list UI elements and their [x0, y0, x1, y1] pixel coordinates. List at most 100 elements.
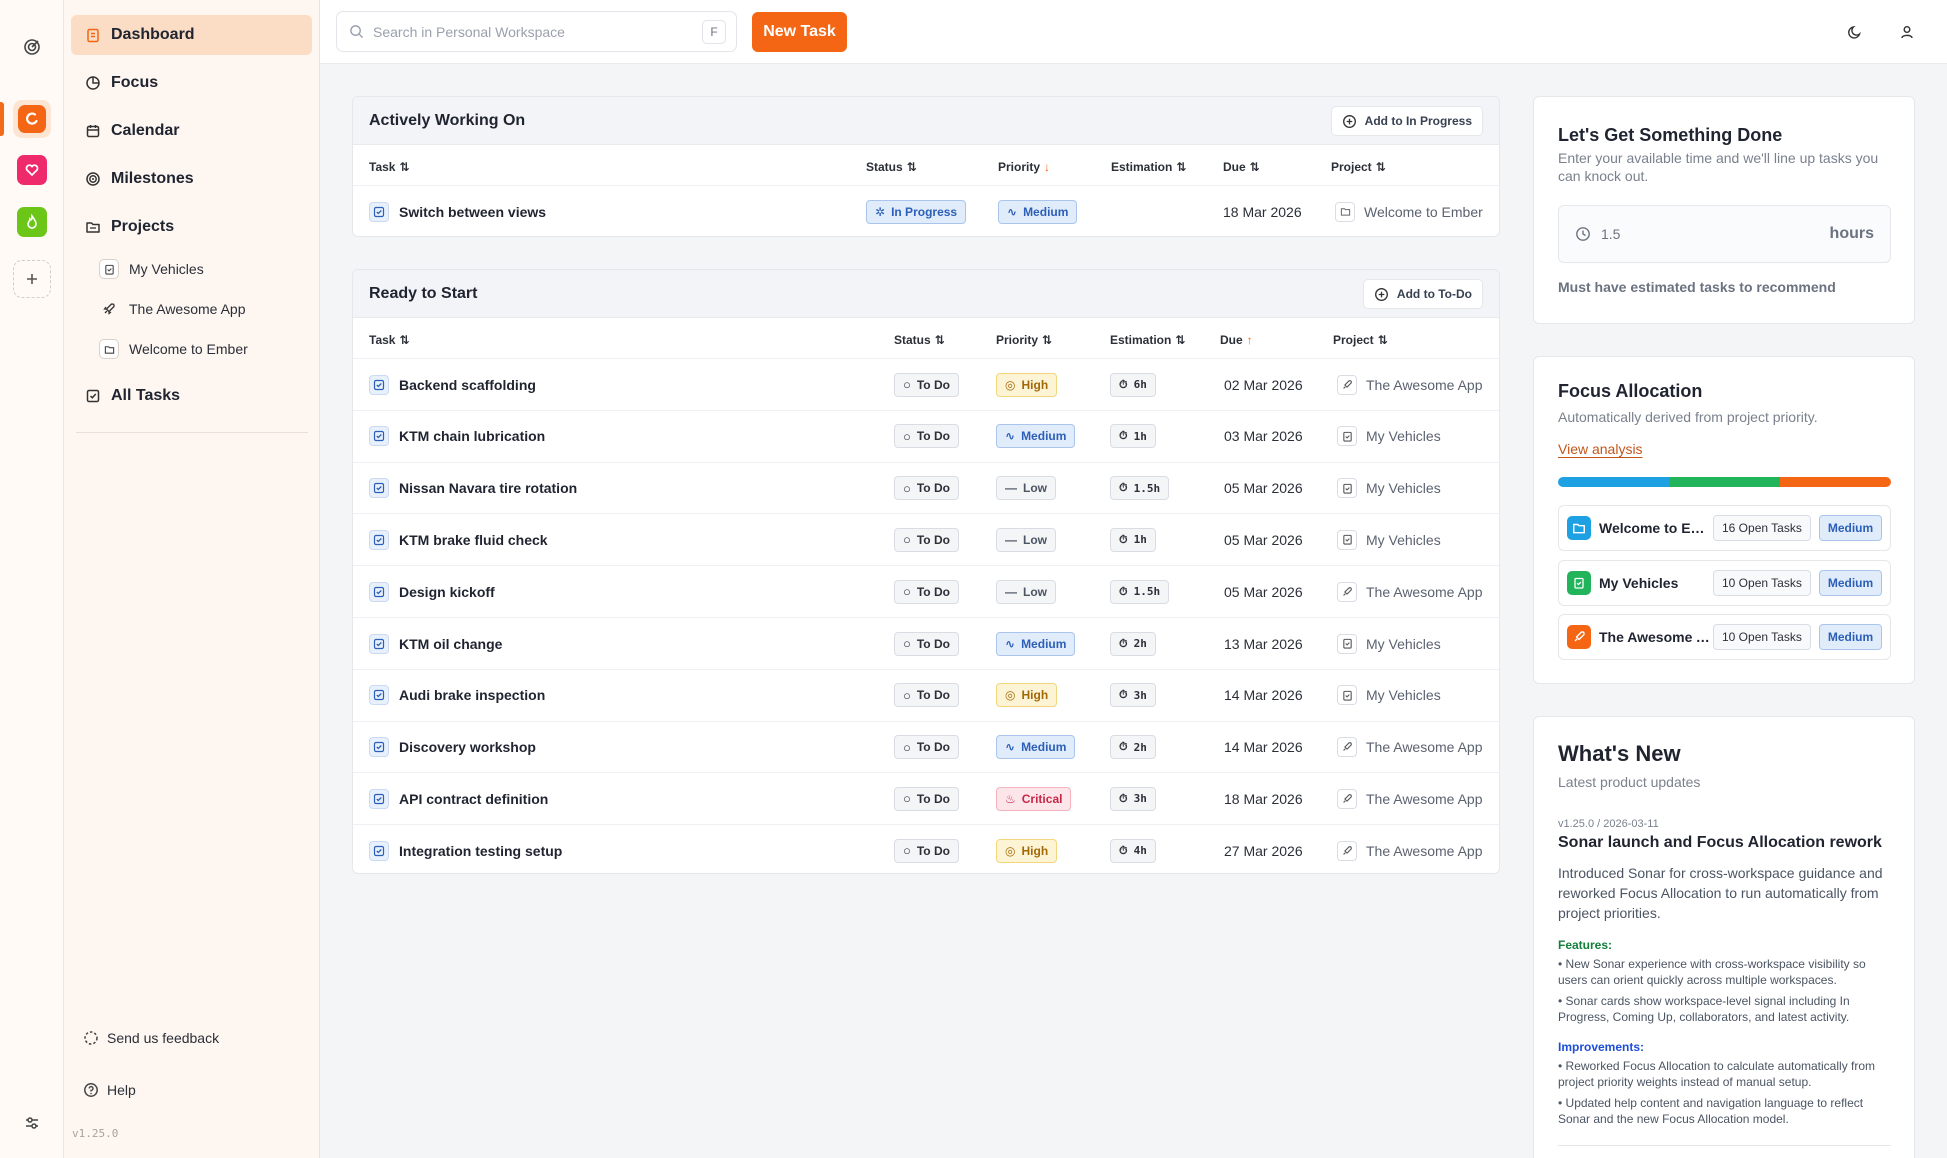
- task-name[interactable]: Switch between views: [399, 203, 547, 220]
- project-cell[interactable]: The Awesome App: [1337, 359, 1482, 410]
- due-date[interactable]: 05 Mar 2026: [1224, 531, 1303, 548]
- due-date[interactable]: 05 Mar 2026: [1224, 480, 1303, 497]
- estimation-badge[interactable]: ⏱ 1h: [1110, 527, 1156, 552]
- task-name[interactable]: KTM chain lubrication: [399, 428, 546, 445]
- search-input[interactable]: [373, 23, 693, 40]
- task-checkbox-icon[interactable]: [369, 478, 389, 499]
- column-estimation[interactable]: Estimation ⇅: [1110, 333, 1186, 347]
- due-date[interactable]: 14 Mar 2026: [1224, 687, 1303, 704]
- project-cell[interactable]: My Vehicles: [1337, 514, 1441, 565]
- help-link[interactable]: Help: [83, 1082, 136, 1098]
- project-cell[interactable]: My Vehicles: [1337, 670, 1441, 721]
- column-task[interactable]: Task ⇅: [369, 160, 410, 174]
- column-task[interactable]: Task ⇅: [369, 333, 410, 347]
- project-cell[interactable]: The Awesome App: [1337, 773, 1482, 824]
- task-checkbox-icon[interactable]: [369, 840, 389, 861]
- available-hours-input[interactable]: 1.5 hours: [1558, 205, 1891, 263]
- table-row[interactable]: Nissan Navara tire rotation ○ To Do — Low ⏱ 1.…: [353, 461, 1499, 514]
- settings-sliders-icon[interactable]: [13, 1104, 51, 1142]
- table-row[interactable]: Switch between views ✲ In Progress ∿ Mediu…: [353, 185, 1499, 236]
- priority-badge[interactable]: ◎ High: [996, 838, 1058, 863]
- table-row[interactable]: Backend scaffolding ○ To Do ◎ High ⏱ 6h 02 Mar …: [353, 358, 1499, 410]
- feedback-link[interactable]: Send us feedback: [83, 1030, 219, 1046]
- task-name[interactable]: Design kickoff: [399, 583, 495, 600]
- due-date[interactable]: 18 Mar 2026: [1223, 203, 1302, 220]
- estimation-badge[interactable]: ⏱ 2h: [1110, 735, 1156, 760]
- status-badge[interactable]: ○ To Do: [894, 631, 959, 656]
- status-badge[interactable]: ○ To Do: [894, 424, 959, 449]
- status-badge[interactable]: ○ To Do: [894, 786, 959, 811]
- table-row[interactable]: KTM oil change ○ To Do ∿ Medium ⏱ 2h 13 Mar 202…: [353, 617, 1499, 669]
- estimation-badge[interactable]: ⏱ 3h: [1110, 683, 1156, 708]
- estimation-badge[interactable]: ⏱ 6h: [1110, 372, 1156, 397]
- due-date[interactable]: 14 Mar 2026: [1224, 739, 1303, 756]
- workspace-orange-icon[interactable]: [13, 100, 51, 138]
- app-logo-icon[interactable]: [13, 28, 51, 66]
- project-cell[interactable]: The Awesome App: [1337, 566, 1482, 617]
- status-badge[interactable]: ✲ In Progress: [866, 199, 967, 224]
- task-checkbox-icon[interactable]: [369, 374, 389, 395]
- column-due[interactable]: Due ↑: [1220, 333, 1253, 347]
- add-to-todo-button[interactable]: Add to To-Do: [1362, 279, 1483, 309]
- task-checkbox-icon[interactable]: [369, 529, 389, 550]
- table-row[interactable]: KTM brake fluid check ○ To Do — Low ⏱ 1h 05 Mar…: [353, 513, 1499, 565]
- allocation-project-row[interactable]: The Awesome App 10 Open Tasks Medium: [1558, 614, 1891, 660]
- task-checkbox-icon[interactable]: [369, 685, 389, 706]
- sidebar-item-all-tasks[interactable]: All Tasks: [71, 376, 312, 416]
- new-task-button[interactable]: New Task: [752, 12, 847, 52]
- task-name[interactable]: API contract definition: [399, 790, 549, 807]
- priority-badge[interactable]: ♨ Critical: [996, 786, 1072, 811]
- search-box[interactable]: F: [336, 11, 737, 52]
- due-date[interactable]: 05 Mar 2026: [1224, 583, 1303, 600]
- task-checkbox-icon[interactable]: [369, 426, 389, 447]
- project-cell[interactable]: My Vehicles: [1337, 618, 1441, 669]
- status-badge[interactable]: ○ To Do: [894, 735, 959, 760]
- project-cell[interactable]: Welcome to Ember: [1335, 186, 1483, 236]
- moon-icon[interactable]: [1843, 20, 1867, 44]
- estimation-badge[interactable]: ⏱ 4h: [1110, 838, 1156, 863]
- table-row[interactable]: API contract definition ○ To Do ♨ Critical ⏱ 3…: [353, 772, 1499, 824]
- project-cell[interactable]: My Vehicles: [1337, 463, 1441, 514]
- task-checkbox-icon[interactable]: [369, 581, 389, 602]
- status-badge[interactable]: ○ To Do: [894, 372, 959, 397]
- workspace-green-icon[interactable]: [13, 203, 51, 241]
- sidebar-item-projects[interactable]: Projects: [71, 207, 312, 247]
- status-badge[interactable]: ○ To Do: [894, 838, 959, 863]
- project-cell[interactable]: The Awesome App: [1337, 722, 1482, 773]
- priority-badge[interactable]: — Low: [996, 527, 1056, 552]
- task-checkbox-icon[interactable]: [369, 737, 389, 758]
- task-name[interactable]: Integration testing setup: [399, 842, 563, 859]
- estimation-badge[interactable]: ⏱ 1h: [1110, 424, 1156, 449]
- task-name[interactable]: Nissan Navara tire rotation: [399, 480, 578, 497]
- column-due[interactable]: Due ⇅: [1223, 160, 1260, 174]
- sidebar-project-welcome-ember[interactable]: Welcome to Ember: [99, 333, 248, 365]
- table-row[interactable]: Discovery workshop ○ To Do ∿ Medium ⏱ 2h 14 Mar…: [353, 720, 1499, 773]
- sidebar-project-awesome-app[interactable]: The Awesome App: [99, 293, 245, 325]
- task-name[interactable]: Backend scaffolding: [399, 376, 536, 393]
- due-date[interactable]: 27 Mar 2026: [1224, 842, 1303, 859]
- sidebar-item-calendar[interactable]: Calendar: [71, 111, 312, 151]
- project-cell[interactable]: My Vehicles: [1337, 411, 1441, 462]
- priority-badge[interactable]: ∿ Medium: [996, 735, 1076, 760]
- add-workspace-icon[interactable]: [13, 260, 51, 298]
- due-date[interactable]: 02 Mar 2026: [1224, 376, 1303, 393]
- task-name[interactable]: Audi brake inspection: [399, 687, 546, 704]
- estimation-badge[interactable]: ⏱ 1.5h: [1110, 579, 1170, 604]
- sidebar-item-dashboard[interactable]: Dashboard: [71, 15, 312, 55]
- estimation-badge[interactable]: ⏱ 3h: [1110, 786, 1156, 811]
- estimation-badge[interactable]: ⏱ 2h: [1110, 631, 1156, 656]
- allocation-project-row[interactable]: Welcome to Ember 16 Open Tasks Medium: [1558, 505, 1891, 551]
- due-date[interactable]: 13 Mar 2026: [1224, 635, 1303, 652]
- column-status[interactable]: Status ⇅: [894, 333, 945, 347]
- priority-badge[interactable]: ∿ Medium: [996, 631, 1076, 656]
- project-cell[interactable]: The Awesome App: [1337, 825, 1482, 873]
- add-to-in-progress-button[interactable]: Add to In Progress: [1330, 106, 1483, 136]
- table-row[interactable]: Integration testing setup ○ To Do ◎ High ⏱ 4h 2…: [353, 824, 1499, 873]
- priority-badge[interactable]: ◎ High: [996, 683, 1058, 708]
- column-estimation[interactable]: Estimation ⇅: [1111, 160, 1187, 174]
- table-row[interactable]: KTM chain lubrication ○ To Do ∿ Medium ⏱ 1h 03 …: [353, 409, 1499, 462]
- column-status[interactable]: Status ⇅: [866, 160, 917, 174]
- column-project[interactable]: Project ⇅: [1333, 333, 1388, 347]
- due-date[interactable]: 03 Mar 2026: [1224, 428, 1303, 445]
- priority-badge[interactable]: — Low: [996, 476, 1056, 501]
